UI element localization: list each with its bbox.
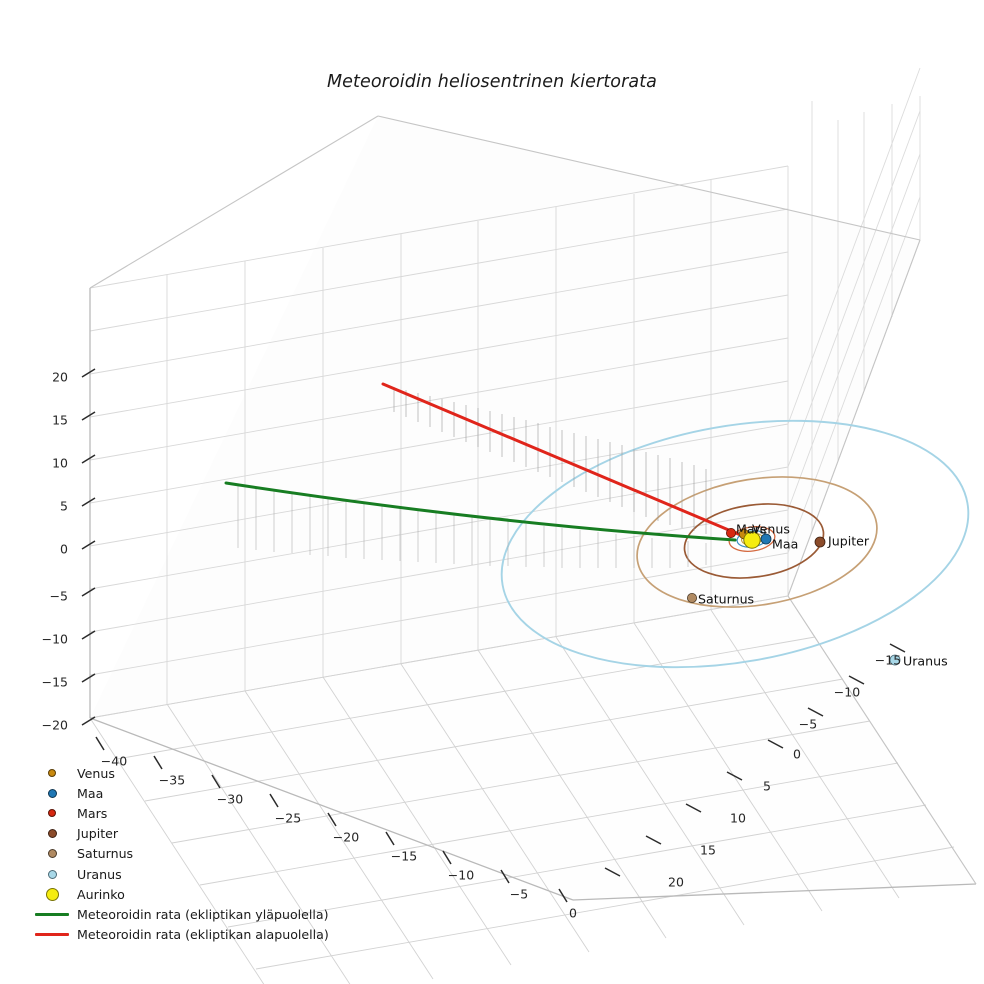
marker-mars: [726, 528, 737, 539]
legend-label: Jupiter: [77, 826, 119, 842]
legend-item-saturnus[interactable]: Saturnus: [34, 844, 364, 864]
marker-maa: [760, 533, 772, 545]
label-jupiter: Jupiter: [828, 533, 870, 549]
label-saturnus: Saturnus: [698, 591, 755, 607]
y-tick: −10: [833, 684, 861, 700]
z-tick: 5: [60, 498, 68, 514]
page-title: Meteoroidin heliosentrinen kiertorata: [326, 72, 657, 92]
maa-marker-icon: [34, 788, 70, 798]
z-tick: −15: [41, 674, 68, 690]
mars-marker-icon: [34, 809, 70, 818]
z-tick: 0: [60, 541, 68, 557]
green-line-icon: [34, 913, 70, 916]
x-tick: 0: [569, 905, 577, 921]
uranus-marker-icon: [34, 869, 70, 879]
orbit-uranus: [500, 419, 970, 669]
legend-label: Uranus: [77, 866, 122, 882]
legend-label: Maa: [77, 785, 104, 801]
trajectory-above-ecliptic: [224, 481, 737, 542]
y-tick: 15: [700, 842, 716, 858]
legend-item-aurinko[interactable]: Aurinko: [34, 884, 364, 904]
aurinko-marker-icon: [34, 887, 70, 901]
x-tick: −30: [216, 791, 244, 807]
legend: Venus Maa Mars Jupiter Saturnus: [34, 763, 364, 945]
legend-label: Saturnus: [77, 846, 134, 862]
legend-item-jupiter[interactable]: Jupiter: [34, 824, 364, 844]
x-tick: −5: [509, 886, 529, 902]
marker-uranus: [889, 654, 901, 666]
marker-aurinko: [743, 531, 761, 549]
x-tick: −10: [447, 867, 475, 883]
y-tick: −15: [874, 652, 902, 668]
orbit-jupiter: [683, 503, 825, 579]
legend-label: Meteoroidin rata (ekliptikan yläpuolella…: [77, 906, 329, 922]
y-tick: −5: [798, 716, 818, 732]
legend-item-uranus[interactable]: Uranus: [34, 864, 364, 884]
saturnus-marker-icon: [34, 849, 70, 859]
x-tick: −40: [100, 753, 128, 769]
label-mars: Mars: [736, 521, 767, 537]
legend-item-mars[interactable]: Mars: [34, 803, 364, 823]
z-tick: 15: [52, 412, 68, 428]
x-tick: −25: [274, 810, 302, 826]
y-tick: 10: [730, 810, 746, 826]
venus-marker-icon: [34, 769, 70, 778]
y-tick: 20: [668, 874, 684, 890]
z-tick: 20: [52, 369, 68, 385]
y-tick: 0: [793, 746, 801, 762]
legend-item-trajectory-below[interactable]: Meteoroidin rata (ekliptikan alapuolella…: [34, 925, 364, 945]
droplines-above-ecliptic: [237, 485, 707, 568]
legend-item-maa[interactable]: Maa: [34, 783, 364, 803]
legend-label: Venus: [77, 765, 115, 781]
x-tick: −20: [332, 829, 360, 845]
x-tick: −15: [390, 848, 418, 864]
marker-jupiter: [814, 536, 826, 548]
legend-item-venus[interactable]: Venus: [34, 763, 364, 783]
label-venus: Venus: [752, 521, 790, 537]
z-tick: 10: [52, 455, 68, 471]
y-tick: 5: [763, 778, 771, 794]
jupiter-marker-icon: [34, 829, 70, 839]
x-tick: −35: [158, 772, 186, 788]
z-tick: −20: [41, 717, 68, 733]
z-tick: −10: [41, 631, 68, 647]
legend-label: Mars: [77, 805, 108, 821]
trajectory-below-ecliptic: [381, 382, 752, 541]
z-tick: −5: [49, 588, 68, 604]
legend-item-trajectory-above[interactable]: Meteoroidin rata (ekliptikan yläpuolella…: [34, 904, 364, 924]
legend-label: Aurinko: [77, 886, 125, 902]
red-line-icon: [34, 933, 70, 936]
orbit-mars: [728, 526, 776, 552]
legend-label: Meteoroidin rata (ekliptikan alapuolella…: [77, 927, 329, 943]
label-maa: Maa: [772, 536, 799, 552]
label-uranus: Uranus: [903, 653, 948, 669]
marker-saturnus: [687, 593, 698, 604]
orbit-saturnus: [636, 476, 878, 608]
